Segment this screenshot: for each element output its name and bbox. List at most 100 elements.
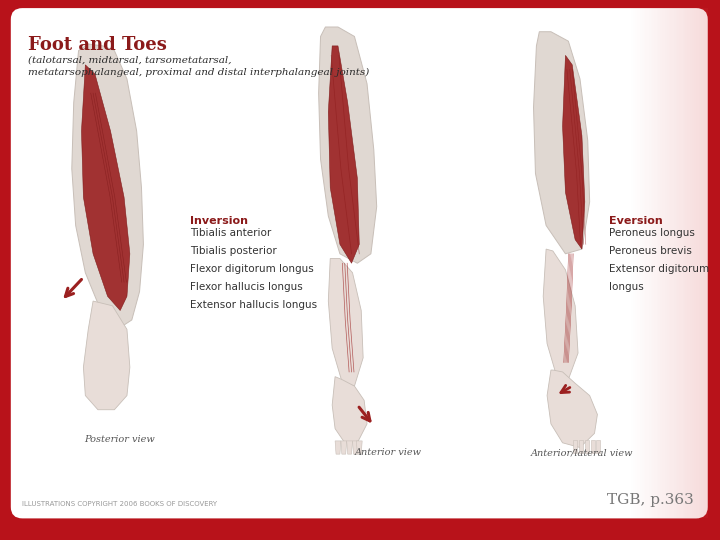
- Text: Extensor hallucis longus: Extensor hallucis longus: [190, 300, 317, 310]
- Text: (talotarsal, midtarsal, tarsometatarsal,: (talotarsal, midtarsal, tarsometatarsal,: [28, 56, 232, 64]
- Polygon shape: [562, 56, 585, 249]
- Bar: [648, 8, 649, 518]
- Bar: [645, 8, 646, 518]
- Bar: [682, 8, 683, 518]
- Bar: [671, 8, 672, 518]
- Bar: [665, 8, 666, 518]
- Bar: [651, 8, 652, 518]
- Bar: [632, 8, 633, 518]
- Polygon shape: [328, 259, 363, 386]
- Polygon shape: [543, 249, 578, 380]
- Bar: [640, 8, 641, 518]
- Text: Flexor hallucis longus: Flexor hallucis longus: [190, 282, 302, 292]
- Text: Foot and Toes: Foot and Toes: [28, 36, 167, 55]
- Bar: [676, 8, 677, 518]
- Bar: [660, 8, 661, 518]
- Polygon shape: [596, 440, 600, 453]
- Bar: [647, 8, 648, 518]
- Polygon shape: [534, 32, 590, 254]
- Bar: [702, 8, 703, 518]
- Polygon shape: [335, 441, 341, 454]
- Bar: [669, 8, 670, 518]
- Bar: [641, 8, 642, 518]
- Bar: [652, 8, 654, 518]
- Bar: [657, 8, 658, 518]
- Bar: [630, 8, 631, 518]
- Bar: [692, 8, 693, 518]
- Bar: [705, 8, 706, 518]
- Polygon shape: [332, 377, 367, 443]
- Polygon shape: [353, 441, 359, 454]
- Bar: [642, 8, 643, 518]
- Bar: [677, 8, 678, 518]
- Text: Peroneus longus: Peroneus longus: [609, 228, 695, 238]
- Bar: [685, 8, 686, 518]
- Bar: [691, 8, 692, 518]
- Polygon shape: [579, 440, 583, 453]
- Polygon shape: [585, 440, 589, 453]
- FancyBboxPatch shape: [11, 8, 708, 518]
- Bar: [631, 8, 632, 518]
- Polygon shape: [319, 27, 377, 263]
- Polygon shape: [72, 44, 143, 329]
- Bar: [654, 8, 655, 518]
- Bar: [690, 8, 691, 518]
- Bar: [633, 8, 634, 518]
- Bar: [693, 8, 694, 518]
- Bar: [667, 8, 668, 518]
- Bar: [707, 8, 708, 518]
- Bar: [649, 8, 651, 518]
- Bar: [672, 8, 673, 518]
- Bar: [679, 8, 680, 518]
- Text: Anterior/lateral view: Anterior/lateral view: [531, 448, 633, 457]
- Bar: [678, 8, 679, 518]
- Bar: [635, 8, 636, 518]
- Text: Peroneus brevis: Peroneus brevis: [609, 246, 692, 256]
- Bar: [673, 8, 674, 518]
- Bar: [704, 8, 705, 518]
- Bar: [698, 8, 699, 518]
- Bar: [646, 8, 647, 518]
- Bar: [634, 8, 635, 518]
- Bar: [674, 8, 675, 518]
- Bar: [668, 8, 669, 518]
- Bar: [675, 8, 676, 518]
- Bar: [683, 8, 685, 518]
- Text: TGB, p.363: TGB, p.363: [608, 493, 694, 507]
- Polygon shape: [590, 440, 595, 453]
- Bar: [697, 8, 698, 518]
- Bar: [644, 8, 645, 518]
- Polygon shape: [81, 65, 130, 310]
- Bar: [636, 8, 637, 518]
- Text: Eversion: Eversion: [609, 216, 663, 226]
- Polygon shape: [84, 301, 130, 410]
- Polygon shape: [356, 441, 362, 454]
- Bar: [661, 8, 662, 518]
- Bar: [680, 8, 682, 518]
- Text: Anterior view: Anterior view: [355, 448, 422, 457]
- Bar: [700, 8, 701, 518]
- Bar: [655, 8, 657, 518]
- Bar: [696, 8, 697, 518]
- Bar: [638, 8, 639, 518]
- Text: Tibialis anterior: Tibialis anterior: [190, 228, 271, 238]
- Bar: [663, 8, 664, 518]
- Polygon shape: [347, 441, 353, 454]
- Text: ILLUSTRATIONS COPYRIGHT 2006 BOOKS OF DISCOVERY: ILLUSTRATIONS COPYRIGHT 2006 BOOKS OF DI…: [22, 501, 217, 507]
- Text: Extensor digitorum: Extensor digitorum: [609, 264, 709, 274]
- Bar: [701, 8, 702, 518]
- Bar: [637, 8, 638, 518]
- Bar: [688, 8, 689, 518]
- Polygon shape: [341, 441, 347, 454]
- Bar: [706, 8, 707, 518]
- Bar: [699, 8, 700, 518]
- Bar: [658, 8, 660, 518]
- Polygon shape: [328, 46, 359, 263]
- Bar: [689, 8, 690, 518]
- Text: Inversion: Inversion: [190, 216, 248, 226]
- Text: longus: longus: [609, 282, 644, 292]
- Bar: [670, 8, 671, 518]
- Text: Tibialis posterior: Tibialis posterior: [190, 246, 276, 256]
- Text: Posterior view: Posterior view: [84, 435, 155, 444]
- Bar: [643, 8, 644, 518]
